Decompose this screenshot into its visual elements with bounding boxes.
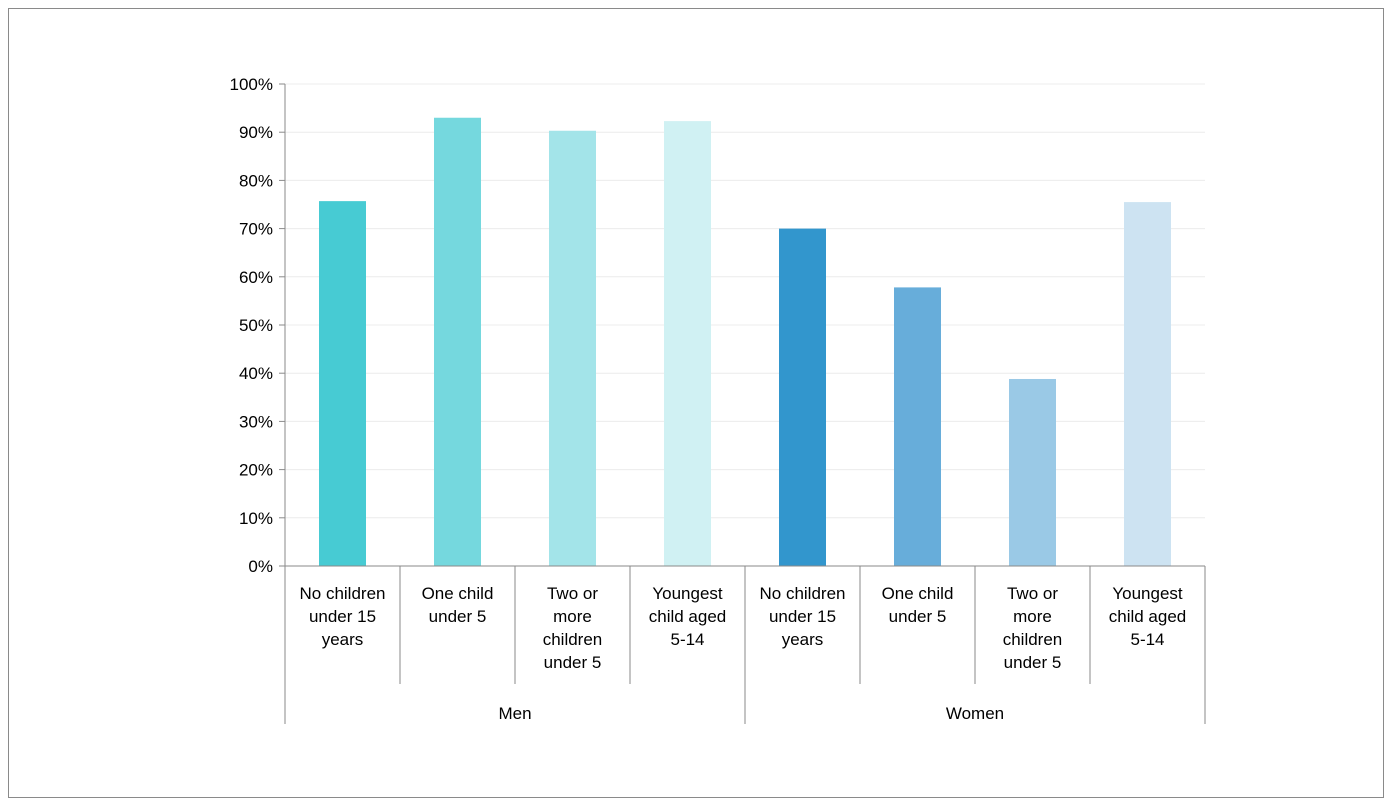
x-category-label: under 15 (769, 607, 836, 626)
y-tick-label: 100% (230, 75, 273, 94)
y-tick-label: 80% (239, 171, 273, 190)
bars (319, 118, 1171, 566)
x-group-label: Men (498, 704, 531, 723)
bar (434, 118, 481, 566)
x-category-label: One child (422, 584, 494, 603)
y-tick-label: 0% (248, 557, 273, 576)
x-category-label: Two or (1007, 584, 1058, 603)
x-category-label: under 5 (889, 607, 947, 626)
bar (894, 287, 941, 566)
y-tick-label: 40% (239, 364, 273, 383)
x-category-label: under 5 (1004, 653, 1062, 672)
x-category-label: No children (300, 584, 386, 603)
bar (319, 201, 366, 566)
x-group-label: Women (946, 704, 1004, 723)
y-tick-label: 30% (239, 412, 273, 431)
x-category-label: more (1013, 607, 1052, 626)
gridlines (285, 84, 1205, 518)
x-category-label: children (1003, 630, 1063, 649)
x-category-label: under 15 (309, 607, 376, 626)
bar (1009, 379, 1056, 566)
bar (779, 229, 826, 566)
x-category-label: child aged (649, 607, 727, 626)
x-category-label: Two or (547, 584, 598, 603)
x-category-label: One child (882, 584, 954, 603)
bar (1124, 202, 1171, 566)
y-tick-label: 90% (239, 123, 273, 142)
x-category-label: child aged (1109, 607, 1187, 626)
y-tick-label: 20% (239, 461, 273, 480)
y-tick-label: 10% (239, 509, 273, 528)
x-category-label: under 5 (429, 607, 487, 626)
x-category-label: 5-14 (1130, 630, 1164, 649)
y-tick-label: 50% (239, 316, 273, 335)
x-category-label: No children (760, 584, 846, 603)
x-category-label: more (553, 607, 592, 626)
x-category-label: years (322, 630, 364, 649)
x-category-label: 5-14 (670, 630, 704, 649)
y-tick-label: 60% (239, 268, 273, 287)
x-category-label: Youngest (1112, 584, 1183, 603)
x-category-label: children (543, 630, 603, 649)
bar (664, 121, 711, 566)
bar (549, 131, 596, 566)
y-tick-label: 70% (239, 220, 273, 239)
x-category-label: Youngest (652, 584, 723, 603)
x-category-label: years (782, 630, 824, 649)
x-category-label: under 5 (544, 653, 602, 672)
